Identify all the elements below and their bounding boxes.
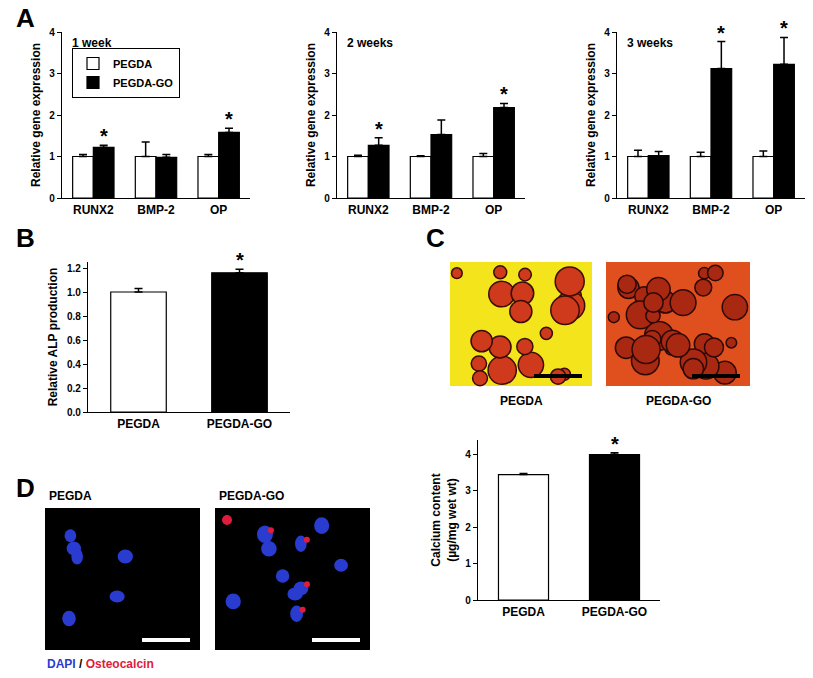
svg-text:RUNX2: RUNX2 bbox=[73, 203, 114, 217]
svg-text:Relative gene expression: Relative gene expression bbox=[29, 43, 43, 187]
svg-text:0.2: 0.2 bbox=[67, 383, 81, 394]
svg-text:BMP-2: BMP-2 bbox=[412, 203, 450, 217]
svg-text:*: * bbox=[225, 108, 233, 130]
svg-text:*: * bbox=[100, 125, 108, 147]
svg-text:*: * bbox=[780, 17, 788, 39]
svg-text:Relative ALP production: Relative ALP production bbox=[46, 268, 60, 407]
svg-text:2: 2 bbox=[604, 110, 610, 121]
svg-text:A: A bbox=[16, 3, 35, 33]
svg-text:RUNX2: RUNX2 bbox=[348, 203, 389, 217]
svg-text:D: D bbox=[16, 473, 35, 503]
svg-text:*: * bbox=[717, 22, 725, 44]
svg-text:1: 1 bbox=[465, 558, 471, 569]
svg-text:0: 0 bbox=[465, 595, 471, 606]
svg-text:0.0: 0.0 bbox=[67, 407, 81, 418]
svg-text:B: B bbox=[16, 223, 35, 253]
svg-text:C: C bbox=[426, 223, 445, 253]
svg-text:0: 0 bbox=[49, 193, 55, 204]
svg-text:*: * bbox=[375, 118, 383, 140]
svg-text:PEGDA: PEGDA bbox=[500, 394, 543, 408]
svg-text:PEGDA: PEGDA bbox=[113, 58, 152, 70]
svg-text:3: 3 bbox=[604, 68, 610, 79]
svg-text:0.4: 0.4 bbox=[67, 359, 81, 370]
svg-text:Relative gene expression: Relative gene expression bbox=[584, 43, 598, 187]
svg-text:3: 3 bbox=[49, 68, 55, 79]
svg-text:0.6: 0.6 bbox=[67, 335, 81, 346]
svg-text:1: 1 bbox=[324, 151, 330, 162]
svg-text:1: 1 bbox=[49, 151, 55, 162]
svg-text:4: 4 bbox=[49, 27, 55, 38]
svg-text:PEGDA: PEGDA bbox=[49, 489, 92, 503]
svg-text:4: 4 bbox=[465, 449, 471, 460]
svg-text:1 week: 1 week bbox=[72, 36, 112, 50]
svg-text:0.8: 0.8 bbox=[67, 311, 81, 322]
svg-text:PEGDA: PEGDA bbox=[502, 605, 545, 619]
svg-text:OP: OP bbox=[210, 203, 227, 217]
svg-text:0: 0 bbox=[604, 193, 610, 204]
svg-text:3 weeks: 3 weeks bbox=[627, 36, 673, 50]
svg-text:3: 3 bbox=[465, 485, 471, 496]
svg-text:PEGDA-GO: PEGDA-GO bbox=[582, 605, 647, 619]
svg-text:BMP-2: BMP-2 bbox=[692, 203, 730, 217]
svg-text:OP: OP bbox=[485, 203, 502, 217]
svg-text:0: 0 bbox=[324, 193, 330, 204]
svg-text:2: 2 bbox=[324, 110, 330, 121]
svg-text:2 weeks: 2 weeks bbox=[347, 36, 393, 50]
svg-text:1.2: 1.2 bbox=[67, 263, 81, 274]
svg-text:1.0: 1.0 bbox=[67, 287, 81, 298]
svg-text:BMP-2: BMP-2 bbox=[137, 203, 175, 217]
svg-text:DAPI / Osteocalcin: DAPI / Osteocalcin bbox=[47, 657, 154, 671]
svg-text:2: 2 bbox=[49, 110, 55, 121]
svg-text:RUNX2: RUNX2 bbox=[628, 203, 669, 217]
svg-text:3: 3 bbox=[324, 68, 330, 79]
svg-text:2: 2 bbox=[465, 522, 471, 533]
svg-text:*: * bbox=[236, 249, 244, 271]
svg-text:PEGDA-GO: PEGDA-GO bbox=[219, 489, 284, 503]
svg-text:PEGDA: PEGDA bbox=[117, 417, 160, 431]
svg-text:Relative gene expression: Relative gene expression bbox=[304, 43, 318, 187]
svg-text:*: * bbox=[500, 83, 508, 105]
svg-text:PEGDA-GO: PEGDA-GO bbox=[113, 77, 173, 89]
svg-text:4: 4 bbox=[324, 27, 330, 38]
svg-text:OP: OP bbox=[765, 203, 782, 217]
svg-text:4: 4 bbox=[604, 27, 610, 38]
svg-text:Calcium content(µg/mg wet wt): Calcium content(µg/mg wet wt) bbox=[429, 473, 459, 566]
svg-text:*: * bbox=[611, 433, 619, 455]
svg-text:1: 1 bbox=[604, 151, 610, 162]
svg-text:PEGDA-GO: PEGDA-GO bbox=[646, 394, 711, 408]
svg-text:PEGDA-GO: PEGDA-GO bbox=[207, 417, 272, 431]
